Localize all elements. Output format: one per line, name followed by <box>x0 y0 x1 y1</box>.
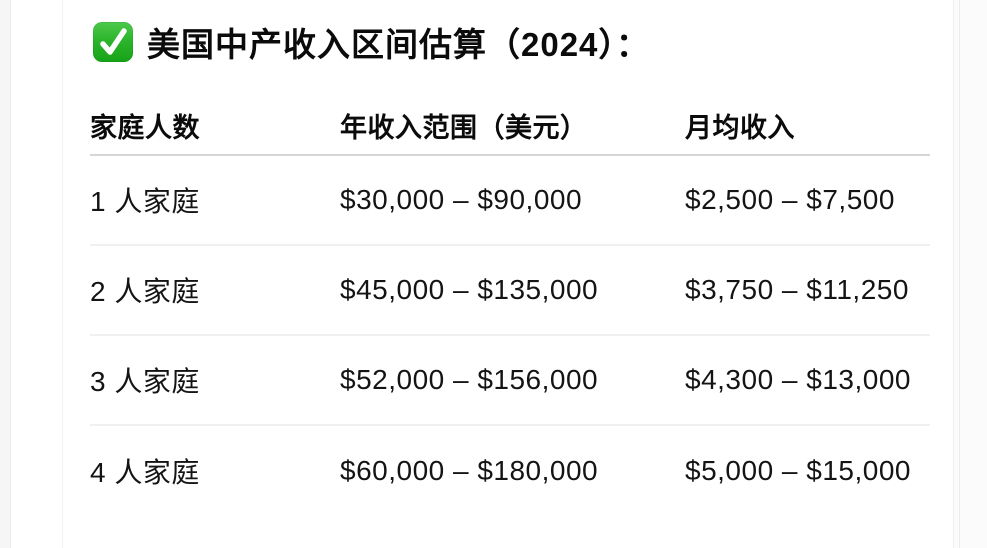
title-row: 美国中产收入区间估算（2024）： <box>90 20 930 64</box>
cell-monthly-range: $5,000 – $15,000 <box>685 455 911 486</box>
cell-monthly-range: $4,300 – $13,000 <box>685 364 911 395</box>
page-left-gutter <box>0 0 11 548</box>
cell-annual-range: $60,000 – $180,000 <box>340 455 599 486</box>
table-row: 4 人家庭 $60,000 – $180,000 $5,000 – $15,00… <box>90 426 930 516</box>
cell-monthly-range: $2,500 – $7,500 <box>685 184 895 215</box>
header-annual-income-range: 年收入范围（美元） <box>340 112 588 143</box>
page-right-gutter <box>953 0 987 548</box>
income-table: 家庭人数 年收入范围（美元） 月均收入 1 人家庭 $30,000 – $90,… <box>90 96 930 516</box>
table-row: 3 人家庭 $52,000 – $156,000 $4,300 – $13,00… <box>90 336 930 426</box>
cell-annual-range: $52,000 – $156,000 <box>340 364 599 395</box>
cell-household: 4 人家庭 <box>90 457 200 488</box>
cell-household: 3 人家庭 <box>90 366 200 397</box>
page-left-divider <box>62 0 63 548</box>
table-row: 1 人家庭 $30,000 – $90,000 $2,500 – $7,500 <box>90 156 930 246</box>
cell-household: 2 人家庭 <box>90 276 200 307</box>
header-monthly-income: 月均收入 <box>685 112 795 143</box>
cell-monthly-range: $3,750 – $11,250 <box>685 274 909 305</box>
cell-household: 1 人家庭 <box>90 186 200 217</box>
check-mark-emoji-icon <box>93 22 133 62</box>
cell-annual-range: $30,000 – $90,000 <box>340 184 583 215</box>
header-household-size: 家庭人数 <box>90 112 200 143</box>
page-title: 美国中产收入区间估算（2024）： <box>147 26 650 63</box>
table-header-row: 家庭人数 年收入范围（美元） 月均收入 <box>90 96 930 156</box>
main-content: 美国中产收入区间估算（2024）： 家庭人数 年收入范围（美元） 月均收入 1 … <box>90 0 930 516</box>
cell-annual-range: $45,000 – $135,000 <box>340 274 599 305</box>
page-right-divider <box>959 0 960 548</box>
table-row: 2 人家庭 $45,000 – $135,000 $3,750 – $11,25… <box>90 246 930 336</box>
